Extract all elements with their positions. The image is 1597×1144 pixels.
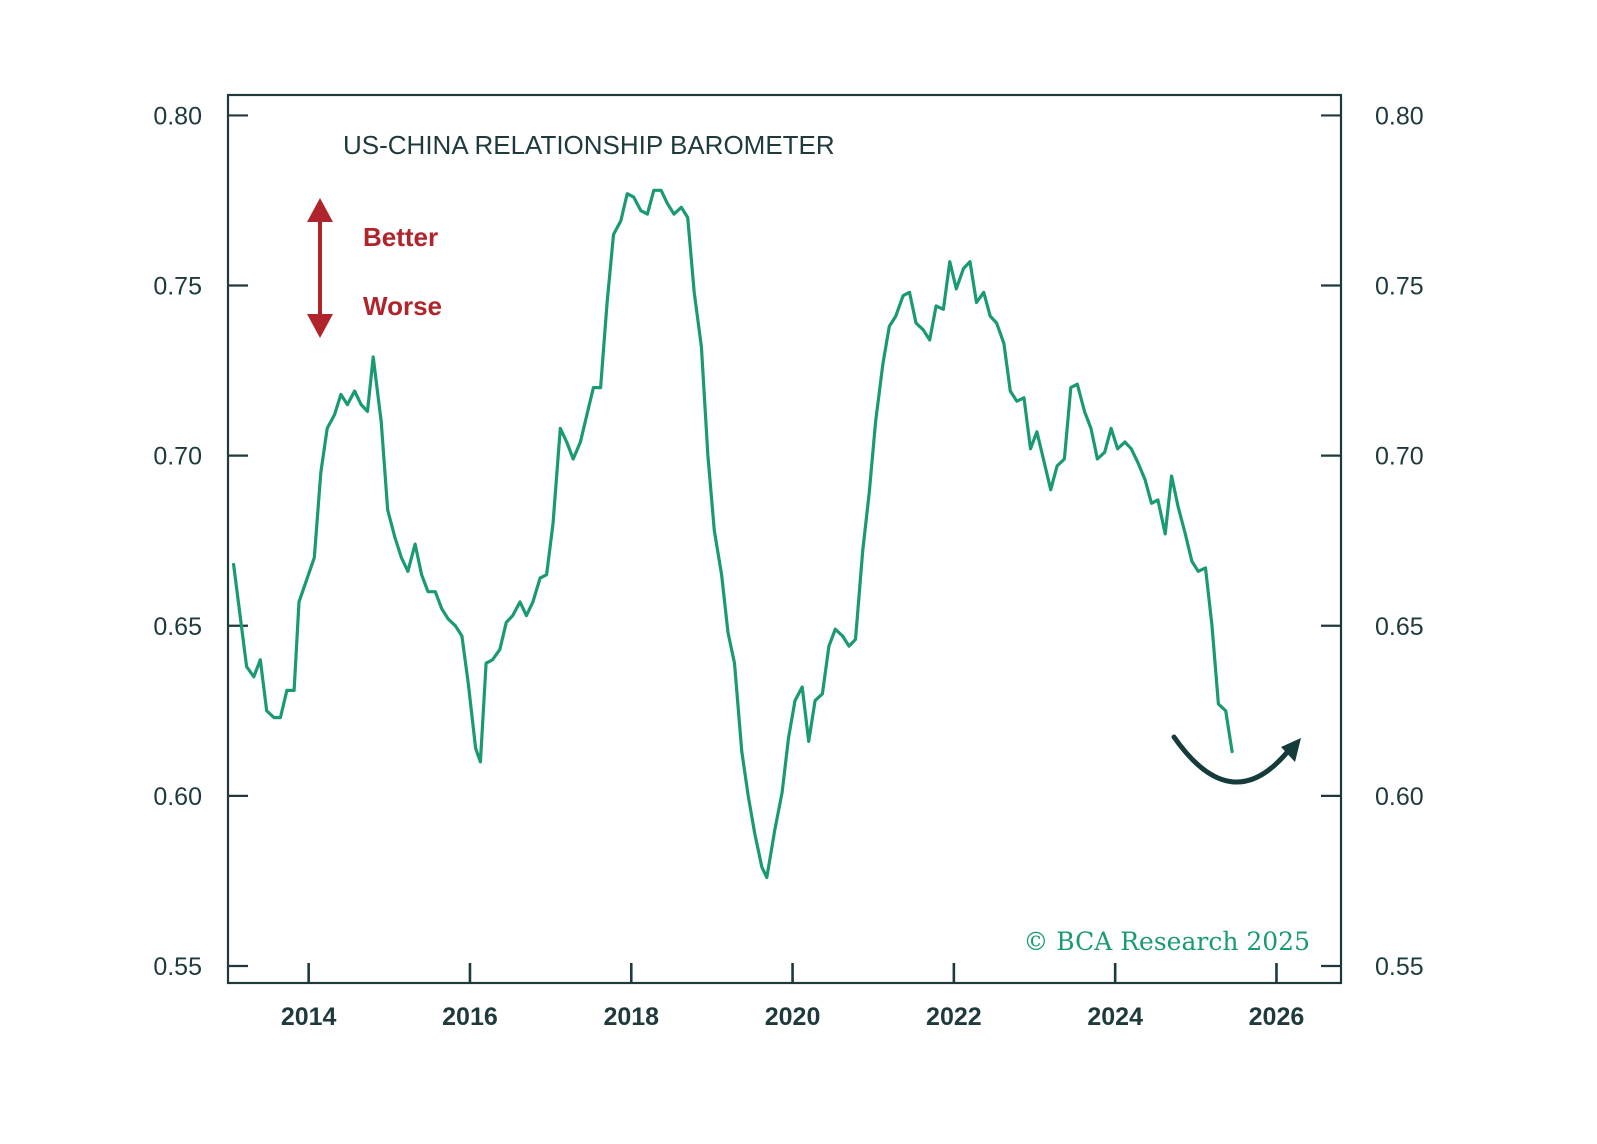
y-tick-label-left: 0.80 (153, 102, 202, 130)
y-tick-label-right: 0.65 (1375, 613, 1424, 641)
y-tick-label-right: 0.70 (1375, 443, 1424, 471)
y-tick-label-left: 0.65 (153, 613, 202, 641)
x-tick-label: 2026 (1249, 1003, 1305, 1031)
y-tick-label-left: 0.55 (153, 953, 202, 981)
source-note: © BCA Research 2025 (1023, 927, 1310, 956)
y-tick-label-left: 0.70 (153, 443, 202, 471)
plot-frame (226, 93, 1343, 985)
chart-title: US-CHINA RELATIONSHIP BAROMETER (343, 130, 835, 160)
barometer-series-line (232, 188, 1234, 880)
y-axis: 0.55 0.55 0.60 0.60 0.65 0.65 0.70 0.70 0.75 0.75… (153, 102, 1423, 981)
legend-worse: Worse (363, 291, 442, 321)
x-tick-label: 2022 (926, 1003, 982, 1031)
x-axis: 2014 2016 2018 2020 2022 2024 2026 (281, 963, 1304, 1031)
y-tick-label-right: 0.75 (1375, 273, 1424, 301)
x-tick-label: 2016 (442, 1003, 498, 1031)
y-tick-label-left: 0.60 (153, 783, 202, 811)
y-tick-label-right: 0.80 (1375, 102, 1424, 130)
better-worse-arrow-icon (307, 198, 333, 338)
y-tick-label-right: 0.60 (1375, 783, 1424, 811)
forecast-rebound-arrow-icon (1171, 734, 1301, 785)
x-tick-label: 2018 (603, 1003, 659, 1031)
y-tick-label-right: 0.55 (1375, 953, 1424, 981)
x-tick-label: 2014 (281, 1003, 337, 1031)
y-tick-label-left: 0.75 (153, 273, 202, 301)
x-tick-label: 2020 (765, 1003, 821, 1031)
x-tick-label: 2024 (1087, 1003, 1143, 1031)
legend-better: Better (363, 222, 438, 252)
